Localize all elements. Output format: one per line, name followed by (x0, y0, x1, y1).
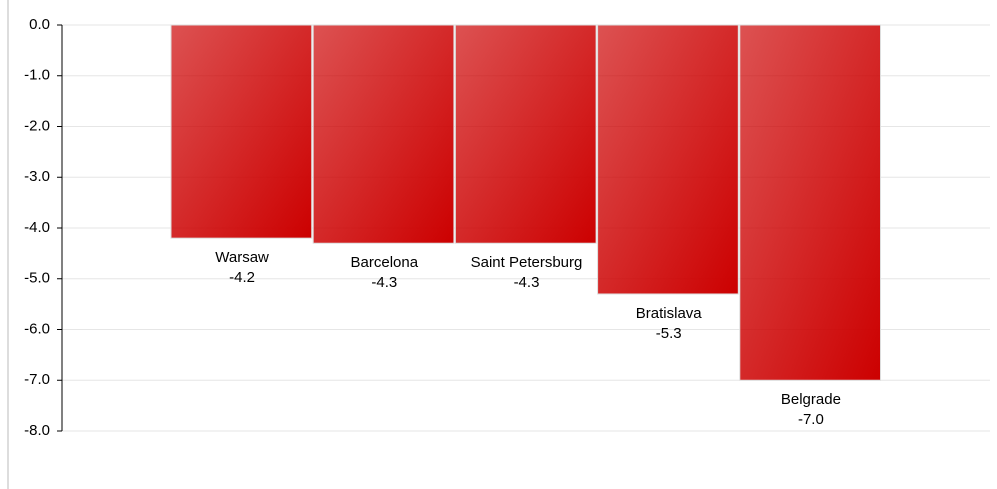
value-label: -4.3 (514, 274, 540, 291)
bar (312, 24, 455, 244)
bar (170, 24, 313, 239)
y-tick-label: -5.0 (24, 270, 50, 287)
value-label: -4.3 (371, 274, 397, 291)
category-label: Belgrade (781, 391, 841, 408)
y-tick-label: -6.0 (24, 320, 50, 337)
value-label: -4.2 (229, 269, 255, 286)
category-label: Barcelona (351, 254, 419, 271)
bar (739, 24, 881, 381)
category-label: Bratislava (636, 305, 703, 322)
y-tick-label: 0.0 (29, 16, 50, 33)
value-label: -7.0 (798, 411, 824, 428)
y-tick-label: -7.0 (24, 371, 50, 388)
y-tick-label: -3.0 (24, 168, 50, 185)
value-label: -5.3 (656, 325, 682, 342)
y-tick-label: -8.0 (24, 422, 50, 439)
bar (597, 24, 739, 295)
y-tick-label: -2.0 (24, 117, 50, 134)
y-tick-label: -1.0 (24, 67, 50, 84)
bar (454, 24, 597, 244)
category-label: Saint Petersburg (471, 254, 583, 271)
category-label: Warsaw (215, 249, 269, 266)
y-tick-label: -4.0 (24, 219, 50, 236)
